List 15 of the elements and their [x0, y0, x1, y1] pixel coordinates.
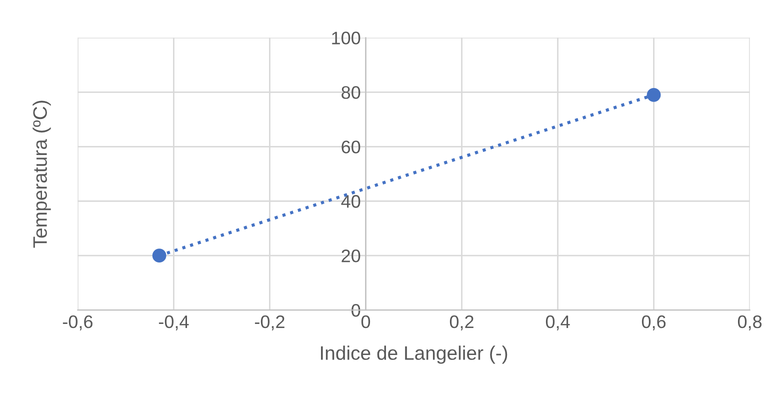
x-tick-label: 0,4 — [546, 315, 570, 330]
y-tick-label: 100 — [332, 32, 360, 44]
x-tick-label: 0,2 — [450, 315, 474, 330]
x-tick-label: -0,6 — [62, 315, 92, 330]
y-tick-label: 20 — [342, 250, 360, 262]
y-tick-label: 80 — [342, 86, 360, 99]
y-tick-label: 60 — [342, 140, 360, 154]
x-tick-label: 0 — [361, 315, 370, 328]
y-axis-title: Temperatura (ºC) — [32, 100, 51, 248]
x-tick-label: -0,4 — [158, 315, 189, 330]
y-tick-label: 40 — [341, 195, 360, 208]
x-tick-label: -0,2 — [254, 315, 284, 330]
x-tick-label: 0,6 — [642, 315, 666, 330]
x-tick-label: 0,8 — [738, 315, 762, 330]
x-axis-title: Indice de Langelier (-) — [320, 346, 508, 364]
